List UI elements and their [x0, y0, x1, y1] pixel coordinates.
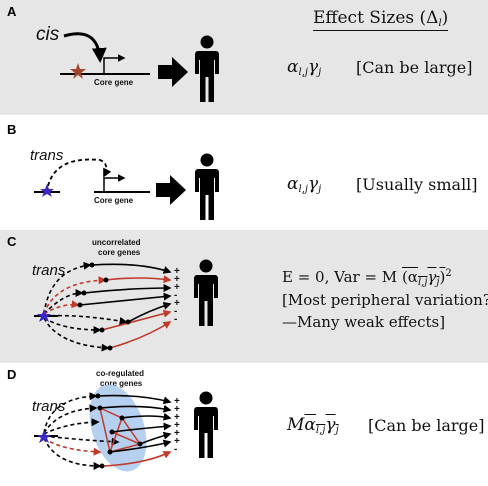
panel-a-diagram — [60, 32, 219, 102]
panel-c-diagram — [34, 259, 218, 352]
panel-a-note: [Can be large] — [356, 58, 473, 77]
panel-a-label: A — [7, 4, 17, 19]
formula-term-open: (α — [401, 268, 418, 286]
sign-label: - — [174, 290, 178, 301]
header-title: Effect Sizes (Δ — [313, 8, 439, 28]
sign-label: + — [174, 396, 180, 407]
alpha-sub: l,j — [298, 184, 308, 195]
cis-variant-star-icon — [70, 63, 86, 79]
panel-a-core-gene-label: Core gene — [94, 78, 134, 87]
panel-c-group-label-1: uncorrelated — [92, 238, 141, 247]
formula-term-close: ) — [439, 268, 446, 286]
panel-d-group-label-2: core genes — [100, 379, 143, 388]
panel-a-cis-label: cis — [36, 24, 60, 45]
sign-label: + — [174, 428, 180, 439]
panel-c-note-line2: [Most peripheral variation? — [282, 291, 488, 309]
panel-c-trans-label: trans — [32, 262, 66, 279]
gamma-symbol: γ — [307, 174, 319, 194]
formula-prefix: E = 0, Var = M — [282, 268, 398, 286]
panel-a-formula: αl,jγj — [287, 57, 321, 78]
panel-b-label: B — [7, 122, 17, 137]
gamma-sub: j — [335, 425, 339, 436]
sign-label: + — [174, 436, 180, 447]
panel-c-formula-line1: E = 0, Var = M (αl,jγj)2 — [282, 268, 452, 288]
formula-term-sub2: j — [436, 277, 440, 288]
alpha-sub: l,j — [298, 67, 308, 78]
gamma-symbol: γ — [307, 57, 319, 77]
sign-label: - — [174, 314, 178, 325]
gamma-symbol: γ — [325, 415, 336, 435]
formula-term-sub1: l,j — [417, 277, 428, 288]
effect-sizes-header: Effect Sizes (Δl) — [313, 8, 449, 31]
trans-variant-star-icon — [40, 184, 54, 197]
sign-label: + — [174, 298, 180, 309]
sign-label: + — [174, 404, 180, 415]
sign-label: + — [174, 274, 180, 285]
sign-label: + — [174, 266, 180, 277]
sign-label: + — [174, 420, 180, 431]
panel-d-note: [Can be large] — [368, 416, 485, 435]
panel-c-group-label-2: core genes — [98, 248, 141, 257]
panel-b-trans-label: trans — [30, 147, 64, 164]
panel-d-trans-label: trans — [32, 398, 66, 415]
panel-c-person-icon — [194, 259, 218, 326]
formula-sup: 2 — [445, 268, 452, 279]
panel-b-core-gene-label: Core gene — [94, 196, 134, 205]
alpha-symbol: α — [287, 57, 299, 77]
alpha-symbol: α — [287, 174, 299, 194]
formula-term-mid: γ — [427, 268, 437, 286]
sign-label: + — [174, 412, 180, 423]
trans-variant-star-icon — [37, 430, 51, 443]
panel-b-person-icon — [195, 153, 219, 220]
panel-b-diagram — [34, 153, 219, 220]
panel-c-note-line3: —Many weak effects] — [282, 313, 446, 331]
panel-b-note: [Usually small] — [356, 175, 478, 194]
formula-overline-term: (αl,jγj) — [401, 268, 446, 288]
panel-c-label: C — [7, 234, 17, 249]
sign-label: - — [174, 444, 178, 455]
panel-d-person-icon — [194, 391, 218, 458]
panel-b-formula: αl,jγj — [287, 174, 321, 195]
alpha-sub: l,j — [315, 425, 326, 436]
header-title-close: ) — [441, 8, 449, 28]
trans-variant-star-icon — [37, 309, 51, 322]
m-symbol: M — [287, 415, 305, 435]
panel-d-label: D — [7, 367, 17, 382]
panel-a-background — [0, 0, 488, 115]
sign-label: - — [174, 306, 178, 317]
alpha-symbol: α — [304, 415, 316, 435]
panel-a-person-icon — [195, 35, 219, 102]
panel-a-effect-arrow-icon — [158, 57, 188, 87]
header-title-sub: l — [438, 18, 442, 29]
gamma-sub: j — [318, 67, 322, 78]
sign-label: + — [174, 282, 180, 293]
formula-overline: αl,jγj — [304, 415, 339, 436]
panel-d-diagram — [34, 384, 218, 472]
gamma-sub: j — [318, 184, 322, 195]
panel-d-group-label-1: co-regulated — [96, 369, 145, 378]
panel-b-effect-arrow-icon — [156, 175, 186, 205]
panel-d-formula: Mαl,jγj — [287, 415, 339, 436]
